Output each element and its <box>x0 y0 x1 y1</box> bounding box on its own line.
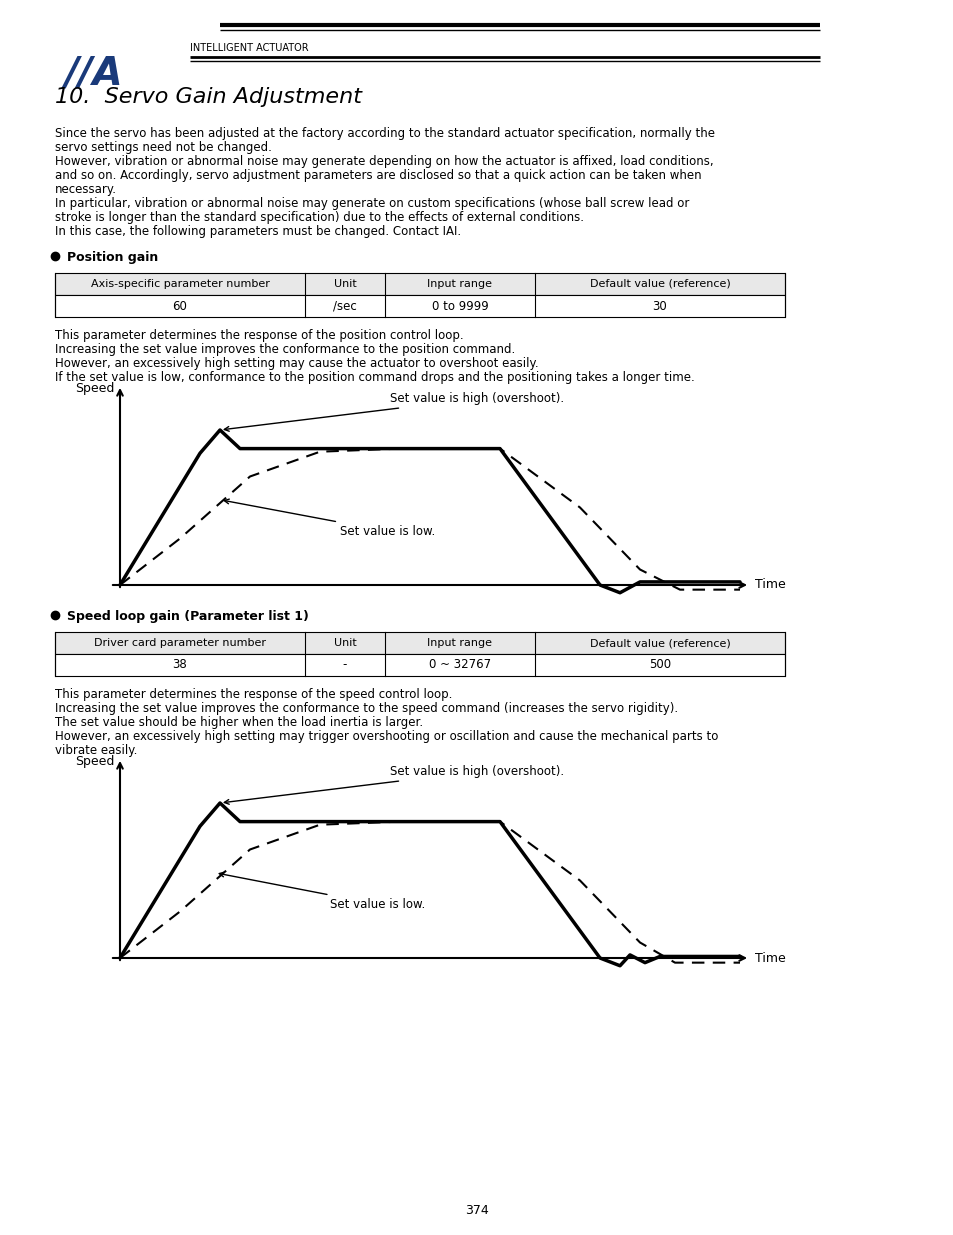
Text: necessary.: necessary. <box>55 183 117 196</box>
Text: 10.  Servo Gain Adjustment: 10. Servo Gain Adjustment <box>55 86 361 107</box>
Text: This parameter determines the response of the position control loop.: This parameter determines the response o… <box>55 329 463 342</box>
Text: Speed: Speed <box>75 382 115 395</box>
Text: Since the servo has been adjusted at the factory according to the standard actua: Since the servo has been adjusted at the… <box>55 127 714 140</box>
Text: 30: 30 <box>652 300 667 312</box>
Text: and so on. Accordingly, servo adjustment parameters are disclosed so that a quic: and so on. Accordingly, servo adjustment… <box>55 169 700 182</box>
Text: /sec: /sec <box>333 300 356 312</box>
Text: 38: 38 <box>172 658 187 672</box>
Text: 0 ~ 32767: 0 ~ 32767 <box>429 658 491 672</box>
Text: Time: Time <box>754 951 785 965</box>
Text: INTELLIGENT ACTUATOR: INTELLIGENT ACTUATOR <box>190 43 309 53</box>
Text: Unit: Unit <box>334 638 356 648</box>
Bar <box>55 655 784 676</box>
Text: Driver card parameter number: Driver card parameter number <box>94 638 266 648</box>
Text: The set value should be higher when the load inertia is larger.: The set value should be higher when the … <box>55 716 423 729</box>
Text: Set value is high (overshoot).: Set value is high (overshoot). <box>224 764 563 804</box>
Text: However, vibration or abnormal noise may generate depending on how the actuator : However, vibration or abnormal noise may… <box>55 156 713 168</box>
Bar <box>55 273 784 295</box>
Text: stroke is longer than the standard specification) due to the effects of external: stroke is longer than the standard speci… <box>55 211 583 224</box>
Text: This parameter determines the response of the speed control loop.: This parameter determines the response o… <box>55 688 452 701</box>
Text: Time: Time <box>754 578 785 592</box>
Text: Increasing the set value improves the conformance to the position command.: Increasing the set value improves the co… <box>55 343 515 356</box>
Text: Set value is low.: Set value is low. <box>224 499 435 537</box>
Text: In particular, vibration or abnormal noise may generate on custom specifications: In particular, vibration or abnormal noi… <box>55 198 689 210</box>
Text: However, an excessively high setting may trigger overshooting or oscillation and: However, an excessively high setting may… <box>55 730 718 743</box>
Text: However, an excessively high setting may cause the actuator to overshoot easily.: However, an excessively high setting may… <box>55 357 538 370</box>
Text: 500: 500 <box>648 658 670 672</box>
Text: Default value (reference): Default value (reference) <box>589 279 730 289</box>
Text: Increasing the set value improves the conformance to the speed command (increase: Increasing the set value improves the co… <box>55 701 678 715</box>
Text: Set value is high (overshoot).: Set value is high (overshoot). <box>224 391 563 431</box>
Text: In this case, the following parameters must be changed. Contact IAI.: In this case, the following parameters m… <box>55 225 460 238</box>
Text: Axis-specific parameter number: Axis-specific parameter number <box>91 279 269 289</box>
Text: Speed loop gain (Parameter list 1): Speed loop gain (Parameter list 1) <box>67 610 309 622</box>
Text: 0 to 9999: 0 to 9999 <box>431 300 488 312</box>
Text: Set value is low.: Set value is low. <box>219 872 425 910</box>
Text: If the set value is low, conformance to the position command drops and the posit: If the set value is low, conformance to … <box>55 370 694 384</box>
Text: Position gain: Position gain <box>67 251 158 264</box>
Text: Unit: Unit <box>334 279 356 289</box>
Text: 374: 374 <box>465 1204 488 1216</box>
Text: Speed: Speed <box>75 755 115 768</box>
Text: Input range: Input range <box>427 279 492 289</box>
Text: Default value (reference): Default value (reference) <box>589 638 730 648</box>
Text: 60: 60 <box>172 300 187 312</box>
Text: Input range: Input range <box>427 638 492 648</box>
Text: //A: //A <box>65 56 124 93</box>
Text: -: - <box>342 658 347 672</box>
Bar <box>55 632 784 655</box>
Text: vibrate easily.: vibrate easily. <box>55 743 137 757</box>
Text: servo settings need not be changed.: servo settings need not be changed. <box>55 141 272 154</box>
Bar <box>55 295 784 317</box>
